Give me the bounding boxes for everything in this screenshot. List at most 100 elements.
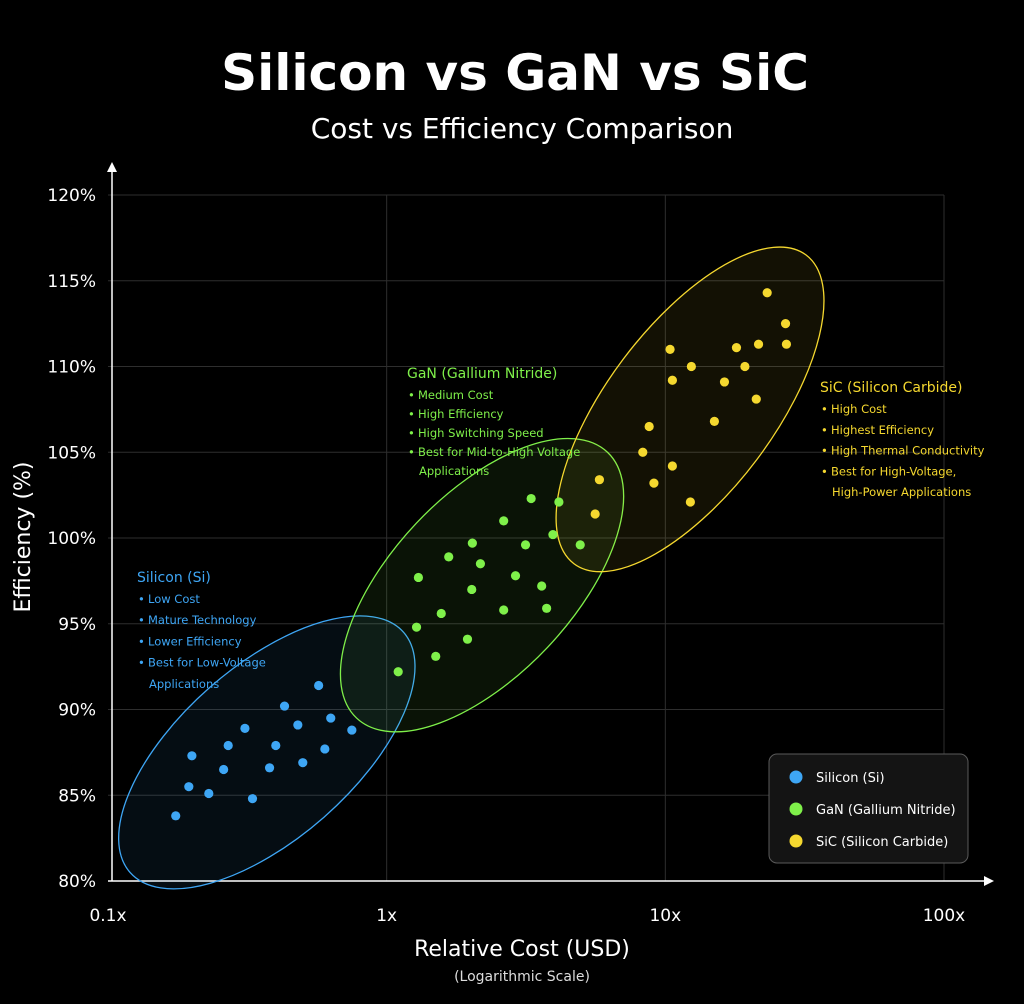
data-point bbox=[709, 416, 720, 426]
data-points bbox=[171, 288, 792, 821]
x-tick-label: 0.1x bbox=[89, 906, 126, 926]
tick-labels: 80% 85% 90% 95% 100% 105% 110% 115% 120% 0.1x 1x 10… bbox=[47, 186, 965, 926]
data-point bbox=[499, 516, 509, 526]
annotation-bullet: • bbox=[408, 407, 415, 421]
data-point bbox=[510, 571, 521, 581]
annotation-item: Applications bbox=[149, 677, 219, 691]
data-point bbox=[184, 782, 194, 792]
annotation-bullet: • bbox=[138, 592, 145, 606]
data-point bbox=[431, 651, 441, 661]
data-point bbox=[247, 794, 258, 804]
y-tick-label: 110% bbox=[47, 358, 96, 378]
x-axis-note: (Logarithmic Scale) bbox=[454, 969, 590, 985]
annotation-bullet: • bbox=[408, 426, 415, 440]
annotation-item: Best for High-Voltage, bbox=[831, 464, 956, 478]
data-point bbox=[594, 475, 605, 485]
annotation-item: High Switching Speed bbox=[418, 426, 544, 440]
legend-marker bbox=[789, 834, 803, 848]
y-tick-label: 85% bbox=[58, 786, 96, 806]
data-point bbox=[667, 375, 677, 385]
grid bbox=[108, 194, 945, 881]
annotation-group: Silicon (Si)• Low Cost• Mature Technology•… bbox=[137, 570, 266, 691]
legend-label: SiC (Silicon Carbide) bbox=[816, 835, 948, 850]
legend-label: GaN (Gallium Nitride) bbox=[816, 803, 956, 818]
data-point bbox=[320, 744, 330, 754]
annotation-title: Silicon (Si) bbox=[137, 570, 211, 586]
annotation-item: Medium Cost bbox=[418, 388, 494, 402]
y-axis-arrow bbox=[107, 162, 117, 172]
data-point bbox=[731, 343, 742, 353]
annotation-bullet: • bbox=[821, 444, 828, 458]
y-tick-label: 95% bbox=[58, 615, 96, 635]
annotation-group: GaN (Gallium Nitride)• Medium Cost• High E… bbox=[407, 366, 580, 478]
annotation-item: High Cost bbox=[831, 402, 887, 416]
data-point bbox=[685, 497, 695, 507]
x-tick-label: 100x bbox=[923, 906, 966, 926]
data-point bbox=[575, 540, 585, 550]
data-point bbox=[638, 447, 648, 457]
legend-box bbox=[768, 753, 969, 864]
annotation-title: GaN (Gallium Nitride) bbox=[407, 366, 557, 382]
data-point bbox=[279, 701, 290, 711]
data-point bbox=[271, 740, 281, 751]
data-point bbox=[223, 740, 233, 751]
annotation-item: Mature Technology bbox=[148, 613, 257, 627]
data-point bbox=[204, 788, 214, 799]
annotation-bullet: • bbox=[408, 445, 415, 459]
annotation-group: SiC (Silicon Carbide)• High Cost• Highest … bbox=[820, 380, 985, 499]
data-point bbox=[467, 538, 477, 548]
legend-marker bbox=[789, 770, 803, 784]
data-point bbox=[411, 622, 422, 632]
data-point bbox=[667, 461, 677, 471]
data-point bbox=[475, 559, 486, 569]
y-tick-label: 100% bbox=[47, 529, 96, 549]
legend-label: Silicon (Si) bbox=[816, 771, 885, 786]
data-point bbox=[542, 603, 552, 613]
x-tick-label: 1x bbox=[376, 906, 397, 926]
data-point bbox=[314, 680, 324, 691]
annotation-bullet: • bbox=[408, 388, 415, 402]
data-point bbox=[520, 540, 531, 550]
annotation-item: Highest Efficiency bbox=[831, 423, 934, 437]
data-point bbox=[740, 361, 750, 372]
y-tick-label: 115% bbox=[47, 272, 96, 292]
annotation-bullet: • bbox=[138, 656, 145, 670]
annotation-bullet: • bbox=[138, 634, 145, 648]
data-point bbox=[171, 811, 181, 821]
data-point bbox=[762, 288, 772, 298]
data-point bbox=[644, 421, 654, 432]
annotation-item: Best for Low-Voltage bbox=[148, 656, 266, 670]
data-point bbox=[467, 584, 477, 595]
data-point bbox=[649, 478, 659, 488]
data-point bbox=[444, 552, 454, 562]
y-axis-label: Efficiency (%) bbox=[11, 461, 36, 612]
data-point bbox=[219, 764, 229, 775]
legend-marker bbox=[789, 802, 803, 816]
data-point bbox=[240, 723, 250, 733]
annotation-item: High Efficiency bbox=[418, 407, 504, 421]
data-point bbox=[537, 581, 547, 591]
cluster-ellipses bbox=[118, 246, 825, 890]
data-point bbox=[590, 509, 600, 519]
data-point bbox=[753, 339, 764, 349]
data-point bbox=[781, 339, 792, 349]
data-point bbox=[554, 497, 564, 507]
annotation-item: Lower Efficiency bbox=[148, 634, 242, 648]
data-point bbox=[665, 344, 675, 354]
annotation-bullet: • bbox=[138, 613, 145, 627]
data-point bbox=[187, 751, 197, 761]
axes bbox=[107, 162, 994, 886]
chart-subtitle: Cost vs Efficiency Comparison bbox=[311, 112, 734, 145]
annotation-title: SiC (Silicon Carbide) bbox=[820, 380, 962, 396]
data-point bbox=[293, 720, 303, 730]
y-tick-label: 105% bbox=[47, 443, 96, 463]
data-point bbox=[393, 667, 403, 677]
y-tick-label: 90% bbox=[58, 701, 96, 721]
annotation-item: High Thermal Conductivity bbox=[831, 444, 985, 458]
data-point bbox=[780, 319, 791, 329]
data-point bbox=[436, 608, 446, 619]
x-axis-arrow bbox=[984, 876, 994, 886]
annotation-item: Applications bbox=[419, 464, 489, 478]
data-point bbox=[462, 634, 473, 644]
legend: Silicon (Si) GaN (Gallium Nitride) SiC (Si… bbox=[768, 753, 969, 864]
